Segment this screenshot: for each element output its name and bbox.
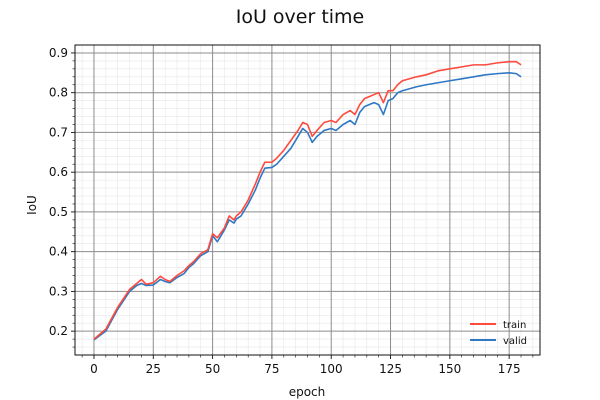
y-axis-label: IoU (25, 195, 39, 215)
y-tick-label: 0.3 (49, 284, 68, 298)
y-tick-label: 0.5 (49, 205, 68, 219)
legend-label-train: train (503, 320, 526, 331)
y-tick-label: 0.9 (49, 46, 68, 60)
x-tick-label: 50 (205, 362, 220, 376)
y-axis: 0.2 0.3 0.4 0.5 0.6 0.7 0.8 0.9 (49, 46, 75, 348)
x-tick-label: 100 (320, 362, 343, 376)
x-axis-label: epoch (289, 385, 326, 399)
x-tick-label: 75 (264, 362, 279, 376)
series-lines (93, 60, 522, 341)
x-tick-label: 25 (146, 362, 161, 376)
chart-title: IoU over time (236, 6, 365, 28)
y-tick-label: 0.4 (49, 245, 68, 259)
x-tick-label: 125 (379, 362, 402, 376)
legend-label-valid: valid (503, 336, 527, 347)
minor-grid (75, 45, 540, 355)
series-line-valid (93, 72, 522, 341)
y-tick-label: 0.2 (49, 324, 68, 338)
legend: train valid (470, 320, 527, 347)
series-line-train (93, 60, 522, 340)
y-tick-label: 0.7 (49, 125, 68, 139)
x-axis: 0 25 50 75 100 125 150 175 (81, 355, 534, 376)
major-grid (75, 45, 540, 355)
x-tick-label: 0 (90, 362, 98, 376)
x-tick-label: 150 (438, 362, 461, 376)
y-tick-label: 0.6 (49, 165, 68, 179)
y-tick-label: 0.8 (49, 86, 68, 100)
x-tick-label: 175 (498, 362, 521, 376)
